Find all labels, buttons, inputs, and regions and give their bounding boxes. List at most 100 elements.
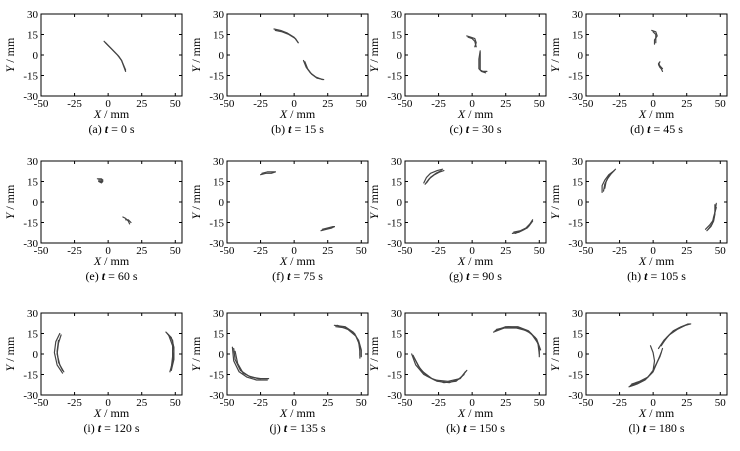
y-tick-label: -30	[209, 390, 224, 402]
y-tick-label: 0	[33, 50, 39, 62]
x-tick-label: -25	[67, 397, 82, 409]
y-tick-label: 15	[213, 329, 225, 341]
y-tick-label: 30	[27, 308, 39, 320]
trajectory-line	[96, 178, 104, 184]
x-tick-label: -25	[612, 245, 627, 257]
y-tick-label: 15	[27, 329, 39, 341]
y-tick-label: 0	[33, 349, 39, 361]
trajectory-line	[424, 170, 445, 185]
y-tick-label: 30	[213, 308, 225, 320]
x-tick-label: -25	[67, 98, 82, 110]
plot-frame	[226, 13, 369, 97]
x-tick-label: -25	[67, 245, 82, 257]
plot-frame	[40, 160, 183, 244]
y-tick-label: -30	[568, 91, 583, 103]
x-tick-label: 25	[681, 245, 693, 257]
x-tick-label: 25	[322, 98, 334, 110]
x-tick-label: 25	[136, 98, 148, 110]
y-tick-label: 30	[213, 156, 225, 168]
plot-frame	[404, 160, 547, 244]
x-tick-label: 25	[136, 397, 148, 409]
y-axis-label: Y / mm	[548, 336, 562, 371]
trajectory-line	[234, 350, 262, 380]
trajectory-line	[413, 357, 465, 384]
x-tick-label: 0	[105, 245, 111, 257]
panel-a: -50 -25 0 25 50 30 15 0 -15 -30 X / mm Y / mm (a) t …	[3, 9, 183, 136]
y-tick-label: -30	[209, 91, 224, 103]
y-tick-label: 15	[572, 30, 584, 42]
trajectory-line	[261, 171, 276, 174]
y-tick-label: -30	[568, 390, 583, 402]
y-axis-label: Y / mm	[367, 184, 381, 219]
trajectory-line	[494, 326, 542, 351]
panel-h: -50 -25 0 25 50 30 15 0 -15 -30 X / mm Y / mm (h) t …	[548, 156, 728, 283]
trajectory-line	[601, 170, 615, 193]
x-tick-label: 0	[650, 397, 656, 409]
trajectory-line	[657, 61, 664, 73]
x-tick-label: 25	[500, 397, 512, 409]
x-tick-label: 50	[715, 98, 727, 110]
y-tick-label: 0	[219, 197, 225, 209]
y-tick-label: 0	[578, 50, 584, 62]
plot-frame	[226, 160, 369, 244]
y-tick-label: 15	[572, 177, 584, 189]
x-tick-label: 50	[170, 245, 182, 257]
y-tick-label: -15	[568, 218, 583, 230]
panel-caption: (b) t = 15 s	[271, 122, 324, 136]
trajectory-line	[168, 334, 174, 369]
x-axis-label: X / mm	[279, 107, 316, 121]
y-tick-label: -30	[23, 91, 38, 103]
trajectory-line	[231, 346, 268, 381]
x-axis-label: X / mm	[457, 254, 494, 268]
panel-caption: (i) t = 120 s	[83, 421, 139, 435]
panel-g: -50 -25 0 25 50 30 15 0 -15 -30 X / mm Y / mm (g) t …	[367, 156, 547, 283]
plot-frame	[40, 13, 183, 97]
panel-caption: (k) t = 150 s	[446, 421, 505, 435]
panel-k: -50 -25 0 25 50 30 15 0 -15 -30 X / mm Y / mm (k) t …	[367, 308, 547, 435]
x-tick-label: -25	[253, 245, 268, 257]
trajectory-line	[336, 324, 361, 356]
y-tick-label: -30	[387, 91, 402, 103]
trajectory-line	[707, 206, 717, 230]
y-tick-label: -15	[209, 218, 224, 230]
trajectory-line	[53, 332, 64, 374]
y-axis-label: Y / mm	[3, 184, 17, 219]
y-tick-label: 30	[572, 9, 584, 21]
trajectory-line	[56, 339, 64, 371]
y-tick-label: -15	[387, 71, 402, 83]
y-tick-label: 0	[219, 349, 225, 361]
panel-e: -50 -25 0 25 50 30 15 0 -15 -30 X / mm Y / mm (e) t …	[3, 156, 183, 283]
panel-caption: (l) t = 180 s	[628, 421, 684, 435]
x-tick-label: 25	[500, 245, 512, 257]
x-tick-label: -50	[579, 98, 594, 110]
trajectory-line	[233, 347, 270, 380]
panel-caption: (d) t = 45 s	[630, 122, 683, 136]
y-tick-label: 30	[391, 9, 403, 21]
trajectory-line	[604, 171, 614, 189]
trajectory-line	[260, 171, 276, 176]
x-tick-label: 50	[170, 98, 182, 110]
x-tick-label: -50	[398, 245, 413, 257]
y-tick-label: 15	[572, 329, 584, 341]
y-tick-label: 0	[33, 197, 39, 209]
trajectory-line	[304, 61, 325, 81]
x-axis-label: X / mm	[457, 406, 494, 420]
x-axis-label: X / mm	[457, 107, 494, 121]
x-tick-label: -25	[431, 397, 446, 409]
y-tick-label: -30	[23, 390, 38, 402]
x-tick-label: 0	[291, 397, 297, 409]
y-axis-label: Y / mm	[548, 184, 562, 219]
y-tick-label: 30	[572, 156, 584, 168]
trajectory-line	[493, 327, 540, 358]
trajectory-line	[660, 323, 691, 347]
x-tick-label: -50	[34, 98, 49, 110]
y-tick-label: -15	[209, 370, 224, 382]
trajectory-line	[302, 59, 323, 81]
x-axis-label: X / mm	[279, 254, 316, 268]
x-tick-label: -50	[398, 397, 413, 409]
x-tick-label: -50	[579, 245, 594, 257]
y-tick-label: 30	[27, 9, 39, 21]
trajectory-line	[103, 40, 127, 73]
y-axis-label: Y / mm	[3, 37, 17, 72]
